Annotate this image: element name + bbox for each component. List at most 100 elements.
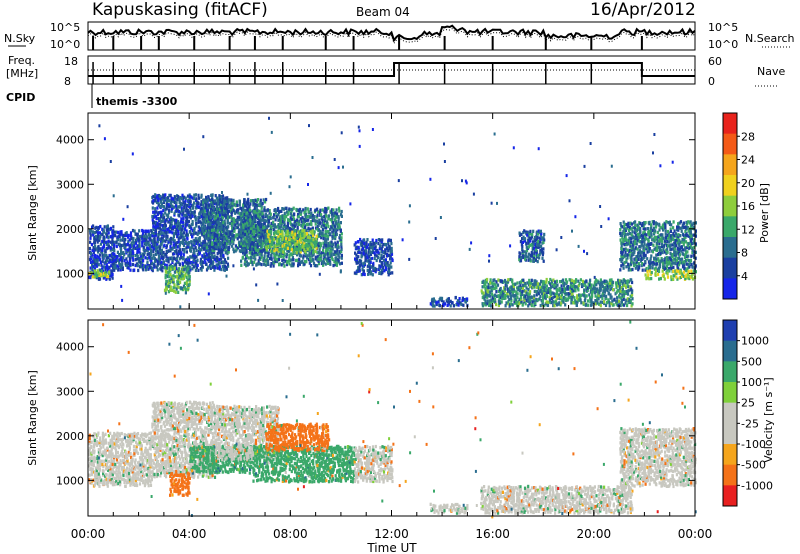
- range-gate-cell: [198, 216, 201, 220]
- range-gate-cell: [380, 269, 383, 273]
- range-gate-cell: [218, 257, 221, 261]
- range-gate-cell: [175, 201, 178, 205]
- range-gate-cell: [215, 239, 218, 243]
- range-gate-cell: [220, 257, 223, 261]
- range-gate-cell: [147, 241, 150, 246]
- range-gate-cell: [539, 286, 542, 290]
- range-gate-cell: [497, 289, 500, 293]
- range-gate-cell: [615, 285, 618, 290]
- range-gate-cell: [564, 278, 568, 282]
- range-gate-cell: [546, 294, 549, 298]
- range-gate-cell: [536, 282, 539, 286]
- range-gate-cell: [190, 255, 193, 259]
- range-gate-cell: [294, 219, 297, 224]
- range-gate-cell: [141, 263, 144, 268]
- range-gate-cell: [621, 241, 624, 246]
- range-gate-cell: [304, 249, 307, 254]
- range-gate-cell: [223, 219, 226, 223]
- range-gate-cell: [316, 227, 319, 231]
- range-gate-cell: [256, 220, 260, 224]
- range-gate-cell: [164, 282, 168, 286]
- nsearch-trace: [87, 28, 696, 45]
- range-gate-cell: [251, 209, 254, 213]
- range-gate-cell: [304, 216, 308, 220]
- range-gate-cell: [461, 296, 464, 300]
- range-gate-cell: [292, 232, 295, 237]
- range-gate-cell: [274, 218, 277, 222]
- range-gate-cell: [183, 213, 186, 218]
- range-gate-cell: [307, 244, 310, 248]
- range-gate-cell: [216, 201, 220, 205]
- range-gate-cell: [167, 227, 170, 231]
- range-gate-cell: [316, 213, 319, 217]
- range-gate-cell: [484, 303, 487, 307]
- range-gate-cell: [619, 268, 622, 272]
- range-gate-cell: [373, 268, 376, 272]
- range-gate-cell: [534, 258, 537, 262]
- range-gate-cell: [165, 255, 168, 259]
- range-gate-cell: [115, 244, 118, 249]
- range-gate-cell: [299, 254, 302, 258]
- range-gate-cell: [286, 210, 289, 214]
- freq-unit: [MHz]: [6, 67, 38, 80]
- range-gate-cell: [168, 256, 171, 260]
- range-gate-cell: [268, 211, 271, 215]
- range-gate-cell: [162, 209, 165, 213]
- range-gate-cell: [278, 262, 282, 266]
- range-gate-cell: [619, 289, 622, 293]
- range-gate-cell: [292, 206, 295, 210]
- range-gate-cell: [89, 260, 93, 264]
- range-gate-cell: [374, 266, 377, 271]
- range-gate-cell: [131, 228, 135, 233]
- range-gate-cell: [484, 294, 487, 298]
- range-gate-cell: [538, 297, 541, 301]
- range-gate-cell: [535, 237, 538, 242]
- range-gate-cell: [205, 202, 208, 207]
- range-gate-cell: [483, 285, 486, 289]
- range-gate-cell: [519, 280, 522, 284]
- range-gate-cell: [198, 250, 201, 255]
- range-gate-cell: [527, 299, 530, 303]
- range-gate-cell: [218, 194, 221, 198]
- range-gate-cell: [634, 235, 637, 239]
- range-gate-cell: [164, 211, 167, 215]
- range-gate-cell: [153, 256, 156, 260]
- range-gate-cell: [113, 243, 116, 247]
- range-gate-cell: [228, 221, 232, 226]
- range-gate-cell: [168, 284, 171, 288]
- range-gate-cell: [216, 214, 219, 218]
- range-gate-cell: [305, 247, 308, 252]
- range-gate-cell: [93, 275, 96, 279]
- range-gate-cell: [164, 221, 167, 225]
- range-gate-cell: [157, 251, 160, 255]
- range-gate-cell: [95, 225, 98, 230]
- range-gate-cell: [305, 260, 308, 264]
- range-gate-cell: [182, 267, 185, 272]
- range-gate-cell: [237, 211, 240, 215]
- range-gate-cell: [485, 280, 488, 284]
- range-gate-cell: [127, 241, 130, 245]
- range-gate-cell: [386, 253, 389, 258]
- range-gate-cell: [164, 276, 167, 280]
- range-gate-cell: [325, 209, 328, 214]
- range-gate-cell: [236, 215, 239, 220]
- range-gate-cell: [581, 283, 584, 288]
- range-gate-cell: [108, 265, 111, 270]
- range-gate-cell: [439, 296, 442, 300]
- range-gate-cell: [204, 228, 207, 232]
- range-gate-cell: [220, 229, 223, 234]
- range-gate-cell: [286, 249, 289, 253]
- range-gate-cell: [159, 232, 162, 236]
- range-gate-cell: [642, 224, 645, 228]
- range-gate-cell: [264, 229, 267, 234]
- range-gate-cell: [293, 212, 296, 216]
- range-gate-cell: [542, 236, 545, 240]
- range-gate-cell: [155, 258, 158, 262]
- range-gate-cell: [265, 219, 268, 223]
- range-gate-cell: [254, 218, 257, 222]
- range-gate-cell: [272, 215, 275, 219]
- range-gate-cell: [338, 209, 341, 213]
- range-gate-cell: [219, 252, 222, 256]
- range-gate-cell: [513, 301, 516, 305]
- range-gate-cell: [160, 254, 163, 258]
